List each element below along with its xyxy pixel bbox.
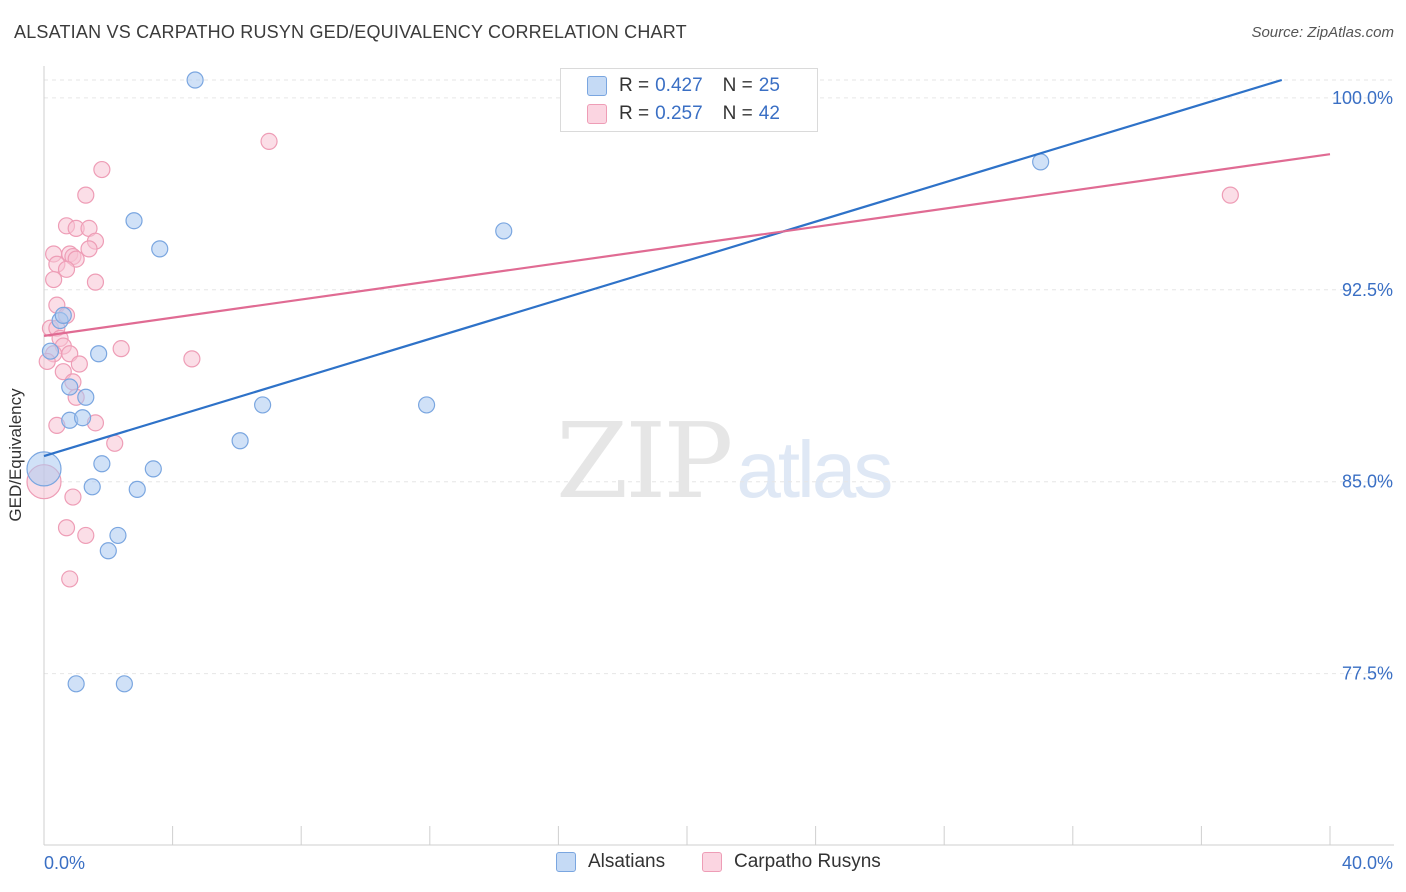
y-axis-label: GED/Equivalency (6, 388, 25, 522)
carpatho-rusyns-trend-line (43, 153, 1331, 337)
stats-legend: R = 0.427 N = 25 R = 0.257 N = 42 (560, 68, 818, 132)
data-points (26, 71, 1239, 693)
trend-lines (43, 78, 1331, 458)
carpatho-rusyns-point (112, 340, 130, 358)
n-label: N = (722, 103, 753, 124)
tick-labels: 77.5% 85.0% 92.5% 100.0% 0.0% 40.0% (44, 88, 1393, 873)
carpatho-rusyns-point (260, 132, 278, 151)
alsatians-trend-line (43, 78, 1283, 458)
r-value: 0.257 (655, 103, 703, 124)
alsatians-point (128, 480, 146, 498)
legend-label-carpatho-rusyns: Carpatho Rusyns (734, 851, 881, 872)
alsatians-point (231, 432, 249, 450)
x-tick-label-min: 0.0% (44, 853, 85, 873)
n-value: 42 (758, 103, 780, 124)
grid-lines (44, 79, 1394, 675)
stats-row-carpatho-rusyns: R = 0.257 N = 42 (587, 101, 780, 127)
axes (43, 66, 1394, 846)
carpatho-rusyns-point (77, 526, 95, 545)
alsatians-point (26, 451, 62, 487)
alsatians-point (151, 240, 169, 258)
carpatho-rusyns-point (57, 519, 76, 537)
carpatho-rusyns-point (45, 270, 63, 289)
carpatho-rusyns-point (80, 240, 98, 258)
carpatho-rusyns-point (64, 488, 82, 506)
source-label: Source: ZipAtlas.com (1251, 24, 1394, 41)
alsatians-point (109, 526, 127, 545)
alsatians-point (115, 675, 133, 693)
alsatians-point (254, 396, 272, 414)
carpatho-rusyns-point (61, 570, 79, 588)
legend-item-carpatho-rusyns[interactable]: Carpatho Rusyns (702, 851, 881, 873)
alsatians-point (417, 396, 436, 414)
watermark-zip: ZIP (556, 400, 733, 522)
carpatho-rusyns-point (1221, 186, 1239, 204)
series-legend: Alsatians Carpatho Rusyns (0, 851, 1406, 877)
r-label: R = (619, 103, 650, 124)
carpatho-rusyns-legend-swatch (702, 852, 722, 872)
y-tick-label: 100.0% (1332, 88, 1393, 108)
alsatians-point (93, 455, 111, 473)
y-tick-label: 77.5% (1342, 664, 1393, 684)
alsatians-point (144, 460, 162, 478)
y-tick-label: 85.0% (1342, 472, 1393, 492)
carpatho-rusyns-swatch (587, 104, 607, 124)
alsatians-point (1032, 153, 1050, 171)
n-value: 25 (758, 75, 780, 96)
legend-label-alsatians: Alsatians (588, 851, 666, 872)
alsatians-point (41, 342, 60, 360)
carpatho-rusyns-point (57, 260, 76, 278)
alsatians-legend-swatch (556, 852, 576, 872)
carpatho-rusyns-point (106, 434, 124, 452)
alsatians-point (125, 212, 143, 230)
alsatians-point (495, 222, 513, 240)
alsatians-point (99, 542, 117, 560)
watermark: ZIPatlas (556, 400, 893, 522)
x-tick-label-max: 40.0% (1342, 853, 1393, 873)
carpatho-rusyns-point (86, 273, 105, 291)
alsatians-point (90, 345, 108, 363)
alsatians-point (54, 306, 72, 324)
y-tick-label: 92.5% (1342, 280, 1393, 300)
r-label: R = (619, 75, 650, 96)
chart-title: ALSATIAN VS CARPATHO RUSYN GED/EQUIVALEN… (14, 22, 687, 42)
alsatians-swatch (587, 76, 607, 96)
watermark-atlas: atlas (736, 425, 893, 514)
carpatho-rusyns-point (183, 350, 201, 368)
carpatho-rusyns-point (70, 355, 88, 373)
r-value: 0.427 (655, 75, 703, 96)
carpatho-rusyns-point (93, 160, 111, 179)
legend-item-alsatians[interactable]: Alsatians (556, 851, 665, 873)
alsatians-point (77, 388, 95, 406)
alsatians-point (83, 478, 101, 496)
n-label: N = (722, 75, 753, 96)
alsatians-point (186, 71, 204, 89)
alsatians-point (67, 675, 85, 693)
alsatians-point (73, 409, 92, 427)
stats-row-alsatians: R = 0.427 N = 25 (587, 73, 780, 99)
carpatho-rusyns-point (77, 186, 95, 204)
alsatians-point (61, 378, 79, 396)
